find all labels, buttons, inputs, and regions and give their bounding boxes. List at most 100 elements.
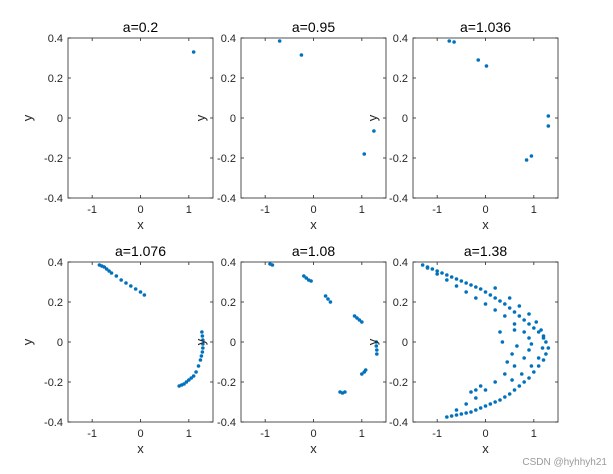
y-tick-label: -0.2 [44, 377, 63, 389]
data-point [119, 278, 123, 282]
data-point [527, 312, 531, 316]
data-point [201, 342, 205, 346]
data-point [529, 342, 534, 346]
data-point [527, 348, 531, 352]
data-point [534, 320, 539, 324]
data-point [510, 378, 514, 382]
data-point [522, 318, 526, 322]
data-point [177, 384, 181, 388]
data-point [484, 64, 489, 68]
axes-box [412, 37, 559, 199]
subplot-4: a=1.076 -1 0 1 0.4 0.2 0 -0.2 -0.4 x y [20, 243, 214, 456]
data-point [302, 274, 306, 278]
data-point [459, 279, 464, 283]
x-axis-label: x [482, 217, 489, 232]
y-tick-label: -0.4 [44, 417, 63, 429]
x-tick-label: -1 [432, 428, 442, 440]
data-point [114, 274, 119, 278]
data-point [474, 408, 478, 412]
axes-box [412, 261, 559, 423]
data-point [541, 336, 546, 340]
x-tick-label: -1 [87, 428, 97, 440]
data-point [200, 350, 205, 354]
data-point [493, 380, 497, 384]
data-point [184, 380, 189, 384]
data-point [493, 286, 497, 290]
y-axis-label: y [365, 114, 380, 121]
data-point [328, 300, 333, 304]
x-tick-label: 0 [137, 428, 143, 440]
data-point [519, 372, 524, 376]
y-tick-label: 0 [57, 337, 63, 349]
data-point [191, 374, 196, 378]
x-tick-label: 1 [531, 204, 537, 216]
x-tick-label: -1 [260, 204, 270, 216]
data-point [109, 271, 114, 275]
data-point [512, 310, 517, 314]
data-point [483, 290, 488, 294]
x-tick-label: 1 [359, 204, 365, 216]
data-point [488, 293, 493, 297]
data-point [440, 271, 444, 275]
data-point [435, 269, 439, 273]
data-point [503, 302, 507, 306]
data-point [510, 352, 514, 356]
data-point [540, 346, 545, 350]
data-point [362, 152, 367, 156]
x-tick-label: 1 [186, 428, 192, 440]
data-point [517, 314, 522, 318]
subplot-title: a=0.95 [292, 19, 335, 35]
data-point [493, 308, 497, 312]
data-point [464, 281, 468, 285]
watermark: CSDN @hyhhyh21 [522, 457, 607, 468]
data-point [505, 360, 510, 364]
axes-box [240, 261, 387, 423]
y-axis-label: y [20, 338, 35, 345]
data-point [200, 330, 204, 334]
data-point [363, 368, 368, 372]
data-point [536, 364, 541, 368]
y-tick-label: 0.4 [393, 257, 408, 269]
x-tick-label: -1 [87, 204, 97, 216]
data-point [270, 263, 275, 267]
data-point [435, 272, 439, 276]
data-point [476, 58, 481, 62]
data-point [532, 326, 536, 330]
data-point [517, 384, 522, 388]
data-point [420, 263, 425, 267]
data-point [536, 330, 541, 334]
data-point [546, 124, 551, 128]
data-point [454, 284, 459, 288]
data-point [459, 412, 464, 416]
data-point [355, 316, 359, 320]
data-point [515, 344, 519, 348]
data-point [375, 348, 379, 352]
data-point [189, 376, 194, 380]
data-point [483, 404, 488, 408]
y-tick-label: -0.2 [44, 153, 63, 165]
y-tick-label: 0 [402, 337, 408, 349]
data-point [512, 364, 517, 368]
data-point [142, 293, 147, 297]
data-point [449, 414, 454, 418]
data-point [527, 376, 531, 380]
data-point [425, 266, 430, 270]
y-tick-label: 0.2 [221, 297, 236, 309]
data-point [323, 294, 328, 298]
y-tick-label: 0.2 [393, 297, 408, 309]
data-point [464, 411, 468, 415]
data-point [532, 370, 536, 374]
y-tick-label: 0.4 [221, 33, 236, 45]
data-point [352, 314, 357, 318]
data-point [529, 154, 534, 158]
x-tick-label: 0 [310, 428, 316, 440]
data-point [529, 364, 534, 368]
y-tick-label: 0 [402, 113, 408, 125]
data-point [522, 356, 526, 360]
data-point [469, 410, 473, 414]
subplot-title: a=0.2 [123, 19, 159, 35]
y-axis-label: y [20, 114, 35, 121]
subplot-1: a=0.2 -1 0 1 0.4 0.2 0 -0.2 -0.4 x y [20, 19, 214, 232]
y-tick-label: -0.2 [389, 153, 408, 165]
y-tick-label: 0 [57, 113, 63, 125]
